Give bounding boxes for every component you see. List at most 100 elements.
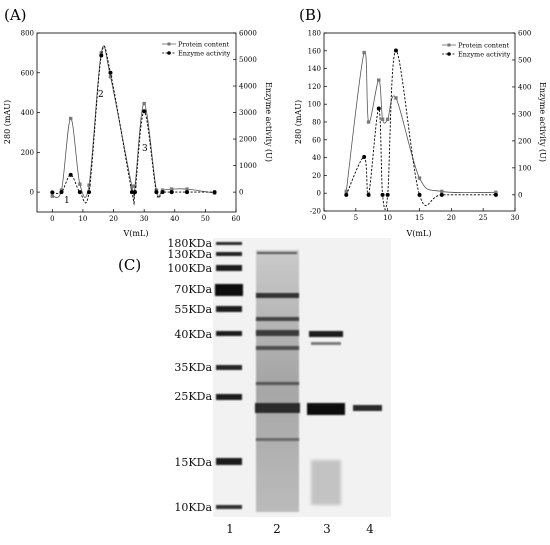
chart-b-x-tick-label-4: 20 xyxy=(447,214,456,222)
chart-a-enzyme-point-0 xyxy=(50,190,55,195)
chart-b-enzyme-point-9 xyxy=(493,192,498,197)
chart-b-x-tick-label-1: 5 xyxy=(354,214,358,222)
lane-2-band-top xyxy=(257,252,297,254)
chart-a-protein-point-2 xyxy=(68,116,73,121)
marker-label-130kda: 130KDa xyxy=(167,248,212,261)
gel-panel-label: (C) xyxy=(118,256,141,274)
chart-b-protein-point-4 xyxy=(380,117,385,122)
marker-band-40 xyxy=(216,331,242,336)
chart-b-panel-label: (B) xyxy=(299,6,322,24)
lane-label-2: 2 xyxy=(273,522,281,536)
chart-a-peak-label-2: 2 xyxy=(98,90,104,100)
chart-b: (B) 0 5 10 15 20 25 30 -2002040608010012014016… xyxy=(294,6,547,238)
chart-a-y-tick-label-4: 800 xyxy=(21,30,34,38)
gel-lane-2 xyxy=(255,250,300,512)
chart-b-legend-protein-marker xyxy=(447,43,451,47)
chart-b-protein-point-7 xyxy=(417,176,422,180)
lane-2-band-55 xyxy=(256,317,299,321)
chart-a-y-ticks: 0 200 400 600 800 xyxy=(21,30,40,197)
chart-b-enzyme-point-6 xyxy=(393,48,398,53)
chart-b-y-tick-label-1: 0 xyxy=(317,190,321,198)
chart-a-y2-tick-label-5: 5000 xyxy=(239,56,257,64)
chart-b-y-axis-title: 280 (mAU) xyxy=(294,100,303,144)
chart-a-x-tick-label-3: 30 xyxy=(140,215,149,223)
lane-3-band-25 xyxy=(307,403,345,415)
chart-a-enzyme-point-5 xyxy=(99,53,104,58)
chart-a-y-tick-label-1: 200 xyxy=(21,149,34,157)
marker-band-100 xyxy=(216,265,242,271)
chart-a-legend-enzyme: Enzyme activity xyxy=(178,50,231,58)
chart-a-y2-tick-label-0: 0 xyxy=(239,189,243,197)
chart-b-series-enzyme-line xyxy=(345,50,496,210)
chart-b-legend: Protein content Enzyme activity xyxy=(442,42,511,59)
marker-label-180kda: 180KDa xyxy=(167,237,212,250)
chart-b-x-axis-title: V(mL) xyxy=(406,229,432,238)
marker-band-180 xyxy=(216,242,242,245)
chart-a-y2-ticks: 0 1000 2000 3000 4000 5000 6000 xyxy=(233,30,257,197)
chart-a-enzyme-point-14 xyxy=(212,190,217,195)
chart-b-protein-point-0 xyxy=(344,189,348,194)
chart-a-y2-tick-label-2: 2000 xyxy=(239,136,257,144)
chart-a-protein-point-4 xyxy=(87,183,91,187)
gel-lane-1 xyxy=(215,242,243,509)
chart-b-x-tick-label-6: 30 xyxy=(511,214,520,222)
chart-a-x-tick-label-0: 0 xyxy=(50,215,54,223)
chart-b-enzyme-point-4 xyxy=(380,192,385,197)
marker-band-55 xyxy=(216,306,242,312)
chart-b-legend-protein: Protein content xyxy=(458,42,510,50)
chart-a-series xyxy=(50,45,217,206)
chart-a-x-axis-title: V(mL) xyxy=(123,229,149,238)
chart-b-y-tick-label-9: 160 xyxy=(308,47,321,55)
chart-a-protein-point-9 xyxy=(142,101,146,106)
chart-b-y-tick-label-10: 180 xyxy=(308,30,321,38)
chart-a-protein-point-7 xyxy=(130,184,134,188)
chart-b-enzyme-point-3 xyxy=(376,106,381,111)
marker-label-70kda: 70KDa xyxy=(174,283,212,296)
chart-a-enzyme-point-10 xyxy=(154,190,159,195)
chart-b-legend-enzyme-marker xyxy=(447,52,451,56)
chart-a-y2-tick-label-4: 4000 xyxy=(239,83,257,91)
chart-b-y-tick-label-0: -20 xyxy=(310,208,321,216)
gel-lane-labels: 1 2 3 4 xyxy=(226,522,374,536)
chart-b-protein-point-8 xyxy=(440,189,444,194)
chart-a-legend-enzyme-marker xyxy=(167,51,171,55)
marker-band-10 xyxy=(216,505,242,509)
chart-b-plot-frame xyxy=(323,32,516,212)
chart-b-x-tick-label-0: 0 xyxy=(322,214,326,222)
chart-a-y-tick-label-0: 0 xyxy=(30,189,34,197)
lane-2-band-25 xyxy=(255,403,300,413)
gel-marker-labels: 180KDa 130KDa 100KDa 70KDa 55KDa 40KDa 3… xyxy=(167,237,212,514)
chart-a-plot-frame xyxy=(36,32,237,213)
lane-2-band-low xyxy=(256,438,299,441)
chart-b-y-ticks: -20 0 20 40 60 80 100 120 140 160 180 xyxy=(308,30,327,216)
lane-2-smear xyxy=(256,250,299,512)
chart-b-y2-ticks: 0 100 200 300 400 500 600 xyxy=(512,30,531,199)
chart-a-y-axis-title: 280 (mAU) xyxy=(3,100,12,144)
marker-label-15kda: 15KDa xyxy=(174,456,212,469)
chart-b-protein-point-1 xyxy=(362,50,366,55)
chart-a-y-tick-label-3: 600 xyxy=(21,69,34,77)
chart-a-peak-label-1: 1 xyxy=(64,196,70,206)
chart-b-enzyme-point-1 xyxy=(362,155,367,160)
chart-a-enzyme-point-2 xyxy=(68,172,73,177)
chart-b-x-tick-label-3: 15 xyxy=(415,214,424,222)
chart-b-y2-tick-label-2: 200 xyxy=(518,137,531,145)
chart-b-protein-point-2 xyxy=(366,120,371,124)
chart-a-y-tick-label-2: 400 xyxy=(21,109,34,117)
chart-a-x-tick-label-4: 40 xyxy=(170,215,179,223)
marker-label-10kda: 10KDa xyxy=(174,501,212,514)
gel-background xyxy=(213,238,391,517)
marker-band-25 xyxy=(216,394,242,400)
marker-band-15 xyxy=(216,458,242,465)
chart-a-enzyme-point-9 xyxy=(142,109,147,114)
chart-a-protein-point-12 xyxy=(170,187,174,191)
lane-4-band-25 xyxy=(353,405,382,411)
marker-label-35kda: 35KDa xyxy=(174,361,212,374)
chart-a-y2-tick-label-1: 1000 xyxy=(239,162,257,170)
chart-a-legend: Protein content Enzyme activity xyxy=(162,41,231,58)
lane-label-4: 4 xyxy=(366,522,374,536)
marker-label-25kda: 25KDa xyxy=(174,390,212,403)
marker-label-100kda: 100KDa xyxy=(167,262,212,275)
chart-b-x-tick-label-5: 25 xyxy=(479,214,488,222)
